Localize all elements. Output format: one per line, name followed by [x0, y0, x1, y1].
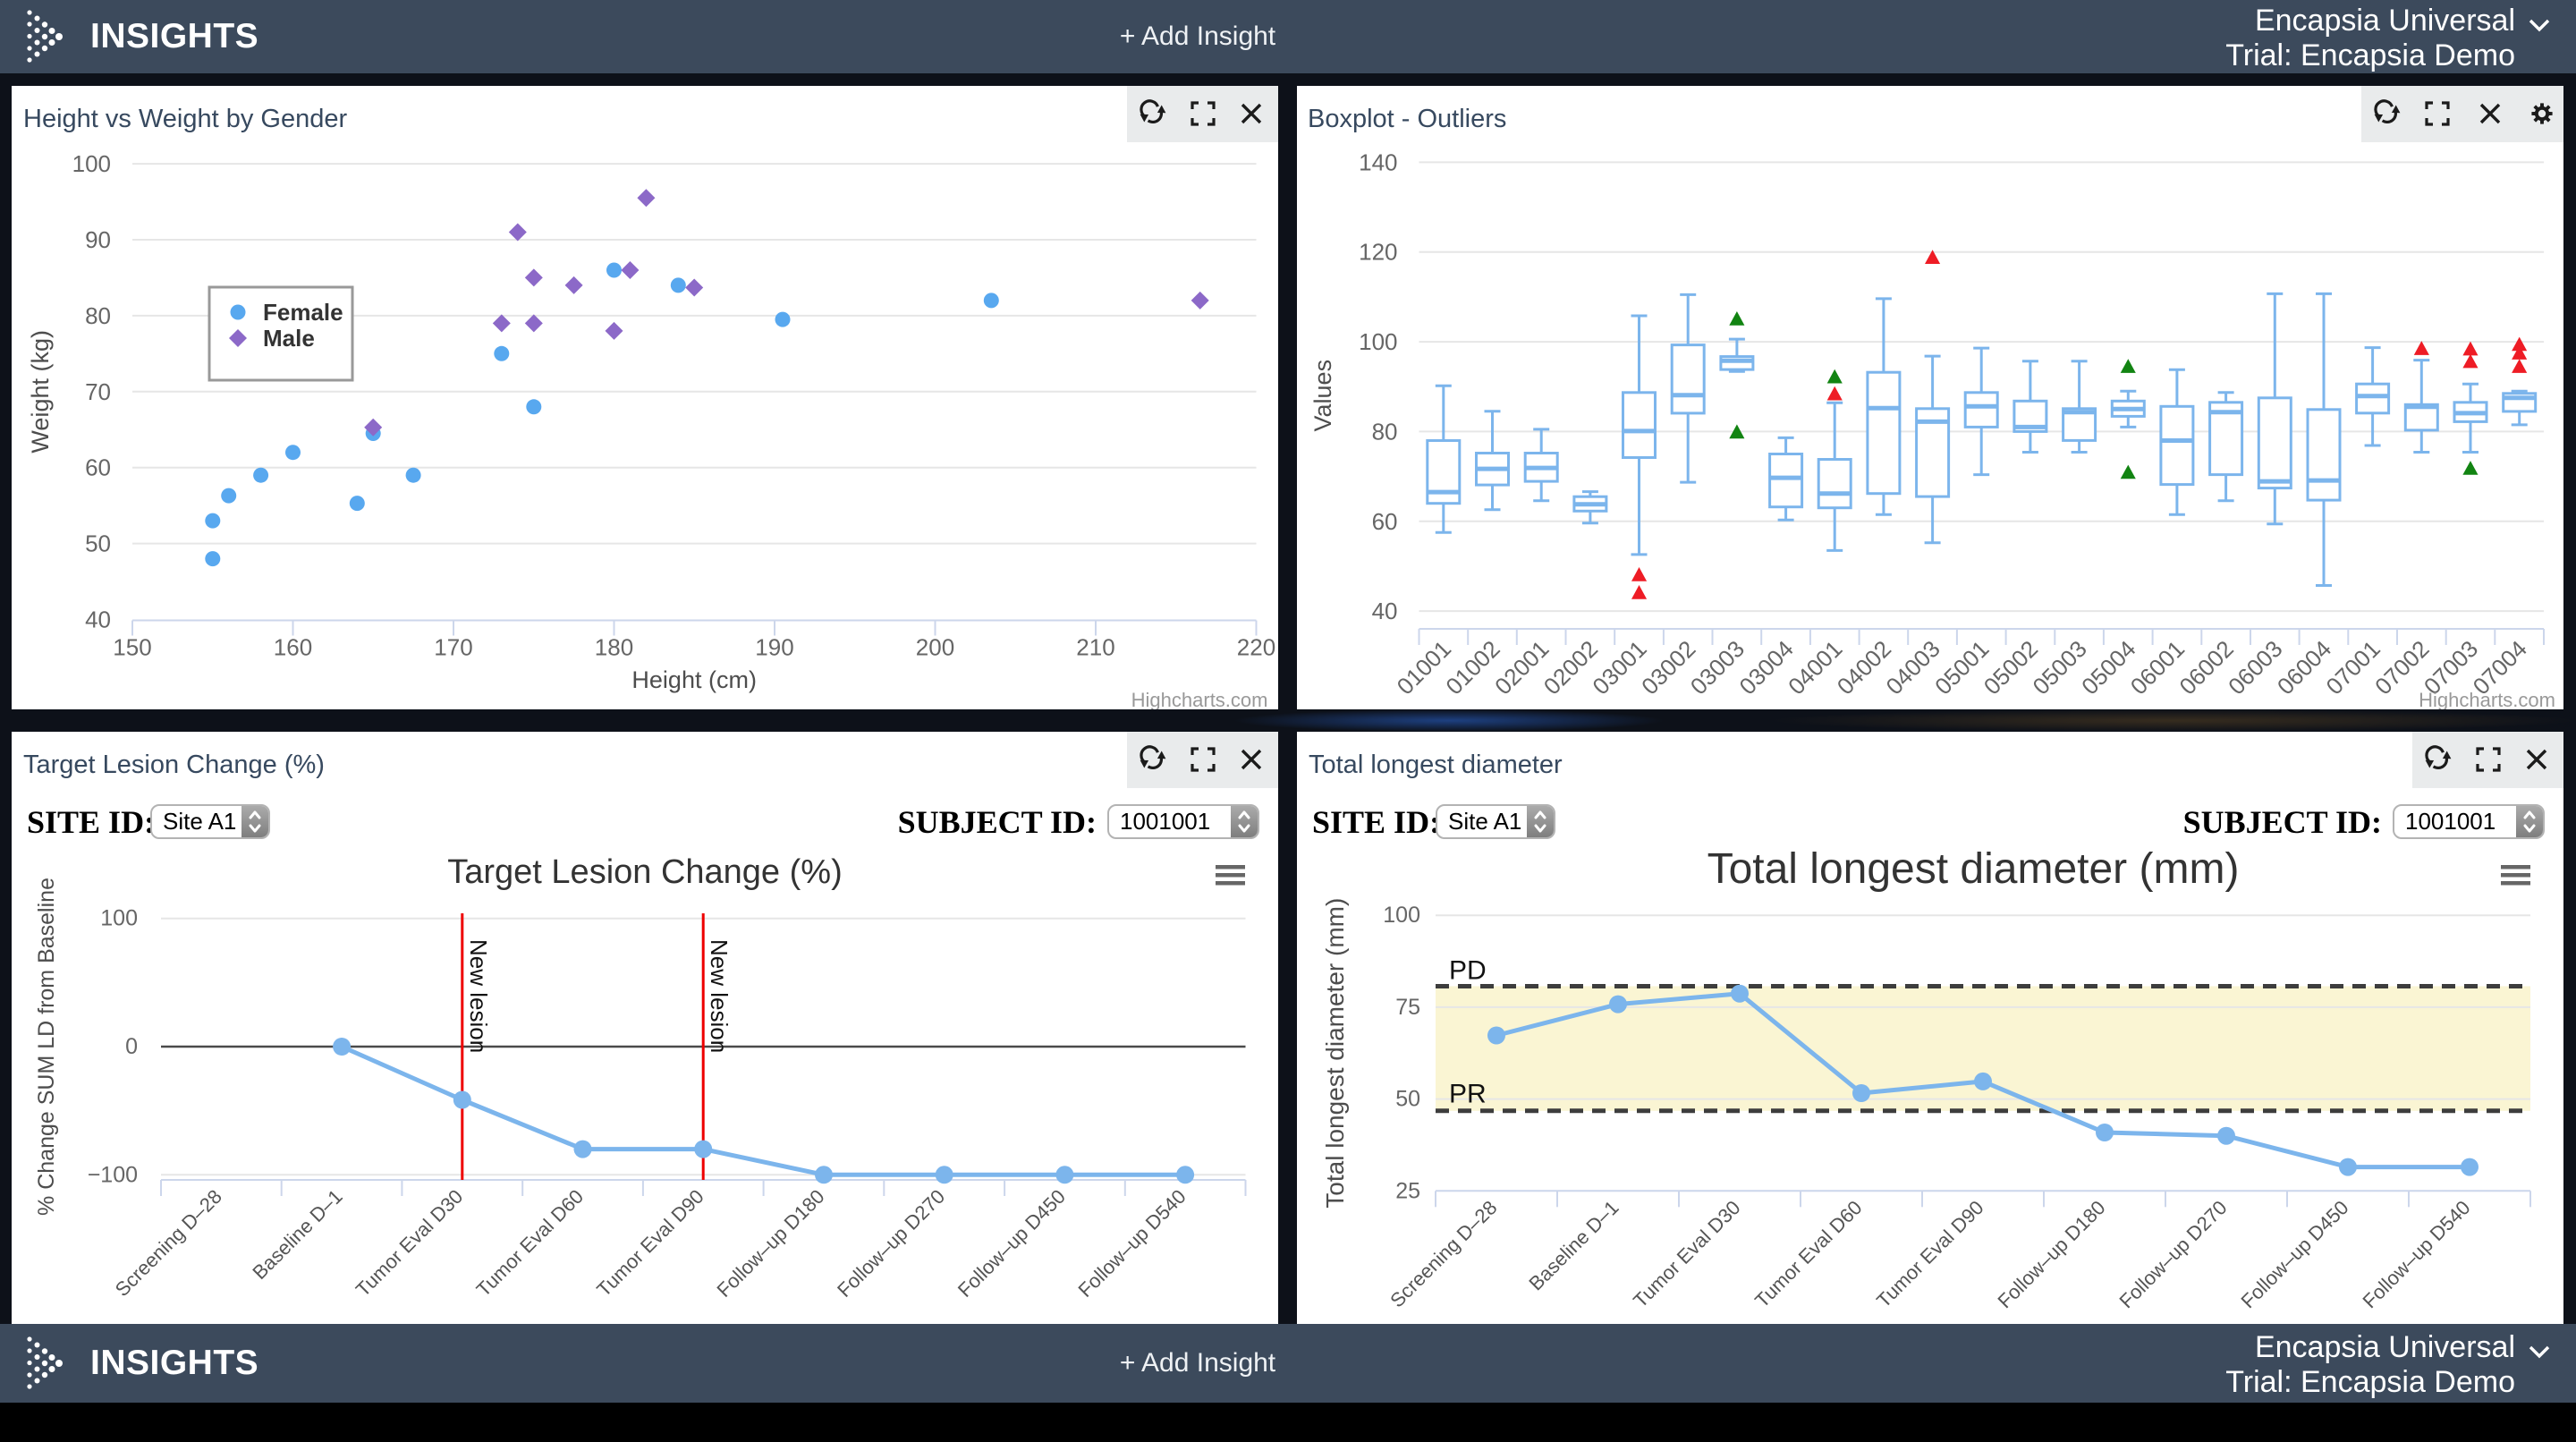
svg-text:Total longest diameter (mm): Total longest diameter (mm)	[1321, 898, 1349, 1209]
svg-text:−100: −100	[88, 1162, 138, 1187]
svg-text:Tumor Eval D30: Tumor Eval D30	[352, 1185, 467, 1301]
svg-text:Baseline D–1: Baseline D–1	[1524, 1196, 1623, 1294]
svg-text:100: 100	[1383, 903, 1420, 928]
svg-text:40: 40	[85, 606, 111, 633]
svg-text:40: 40	[1372, 598, 1398, 624]
svg-text:90: 90	[85, 226, 111, 253]
svg-text:Tumor Eval D30: Tumor Eval D30	[1629, 1196, 1744, 1311]
svg-text:Follow–up D180: Follow–up D180	[1993, 1196, 2109, 1312]
svg-text:140: 140	[1359, 148, 1397, 175]
svg-text:07001: 07001	[2320, 635, 2385, 700]
svg-text:Weight (kg): Weight (kg)	[27, 330, 54, 454]
svg-text:04001: 04001	[1783, 635, 1847, 700]
svg-text:100: 100	[1359, 328, 1397, 355]
svg-text:220: 220	[1237, 634, 1275, 661]
svg-text:01002: 01002	[1440, 635, 1504, 700]
svg-text:Values: Values	[1309, 360, 1336, 432]
svg-text:Follow–up D540: Follow–up D540	[1074, 1185, 1191, 1302]
svg-text:70: 70	[85, 378, 111, 405]
svg-text:PD: PD	[1449, 956, 1487, 986]
svg-text:03001: 03001	[1587, 635, 1651, 700]
svg-text:03003: 03003	[1685, 635, 1750, 700]
svg-text:Screening D–28: Screening D–28	[1385, 1196, 1501, 1311]
svg-text:Tumor Eval D90: Tumor Eval D90	[1872, 1196, 1987, 1311]
svg-text:50: 50	[85, 530, 111, 557]
svg-text:05003: 05003	[2027, 635, 2091, 700]
svg-text:Screening D–28: Screening D–28	[111, 1185, 226, 1301]
svg-text:Female: Female	[263, 299, 343, 326]
svg-text:04003: 04003	[1880, 635, 1945, 700]
svg-text:Target Lesion Change (%): Target Lesion Change (%)	[447, 853, 842, 891]
svg-text:Follow–up D270: Follow–up D270	[833, 1185, 949, 1302]
svg-text:120: 120	[1359, 239, 1397, 266]
svg-text:0: 0	[125, 1034, 138, 1059]
svg-text:New lesion: New lesion	[706, 939, 733, 1053]
svg-text:Follow–up D180: Follow–up D180	[712, 1185, 828, 1302]
svg-text:03004: 03004	[1733, 635, 1798, 700]
svg-text:80: 80	[1372, 418, 1398, 445]
svg-text:25: 25	[1395, 1178, 1420, 1203]
svg-text:210: 210	[1076, 634, 1114, 661]
svg-text:New lesion: New lesion	[465, 939, 492, 1053]
svg-text:05001: 05001	[1929, 635, 1994, 700]
svg-text:Tumor Eval D60: Tumor Eval D60	[472, 1185, 588, 1301]
svg-text:Total longest diameter (mm): Total longest diameter (mm)	[1707, 845, 2240, 893]
svg-text:Tumor Eval D60: Tumor Eval D60	[1750, 1196, 1866, 1311]
svg-text:Highcharts.com: Highcharts.com	[2419, 689, 2555, 709]
svg-text:01001: 01001	[1392, 635, 1456, 700]
svg-text:50: 50	[1395, 1087, 1420, 1112]
svg-text:04002: 04002	[1832, 635, 1896, 700]
svg-text:05004: 05004	[2076, 635, 2140, 700]
svg-text:100: 100	[72, 150, 111, 177]
svg-text:100: 100	[100, 906, 138, 931]
svg-text:Highcharts.com: Highcharts.com	[1131, 689, 1268, 709]
svg-text:75: 75	[1395, 995, 1420, 1020]
svg-text:06002: 06002	[2174, 635, 2238, 700]
svg-text:180: 180	[595, 634, 633, 661]
svg-text:06001: 06001	[2125, 635, 2190, 700]
svg-text:06004: 06004	[2272, 635, 2336, 700]
svg-text:Follow–up D450: Follow–up D450	[953, 1185, 1070, 1302]
svg-text:Tumor Eval D90: Tumor Eval D90	[592, 1185, 708, 1301]
svg-text:02002: 02002	[1538, 635, 1603, 700]
svg-text:PR: PR	[1449, 1080, 1487, 1109]
svg-text:03002: 03002	[1636, 635, 1700, 700]
svg-text:150: 150	[113, 634, 151, 661]
svg-text:06003: 06003	[2223, 635, 2287, 700]
svg-text:190: 190	[755, 634, 793, 661]
svg-text:05002: 05002	[1979, 635, 2043, 700]
svg-text:200: 200	[916, 634, 954, 661]
svg-text:170: 170	[434, 634, 472, 661]
svg-text:02001: 02001	[1489, 635, 1554, 700]
svg-text:Male: Male	[263, 325, 315, 352]
svg-text:Height (cm): Height (cm)	[631, 666, 757, 693]
svg-text:60: 60	[85, 454, 111, 481]
svg-text:Follow–up D270: Follow–up D270	[2114, 1196, 2231, 1312]
svg-text:Baseline D–1: Baseline D–1	[248, 1185, 346, 1284]
svg-text:% Change SUM LD from Baseline: % Change SUM LD from Baseline	[34, 878, 59, 1216]
svg-text:160: 160	[274, 634, 312, 661]
svg-text:Follow–up D540: Follow–up D540	[2358, 1196, 2474, 1312]
svg-text:60: 60	[1372, 508, 1398, 535]
svg-text:Follow–up D450: Follow–up D450	[2236, 1196, 2352, 1312]
svg-text:80: 80	[85, 302, 111, 329]
